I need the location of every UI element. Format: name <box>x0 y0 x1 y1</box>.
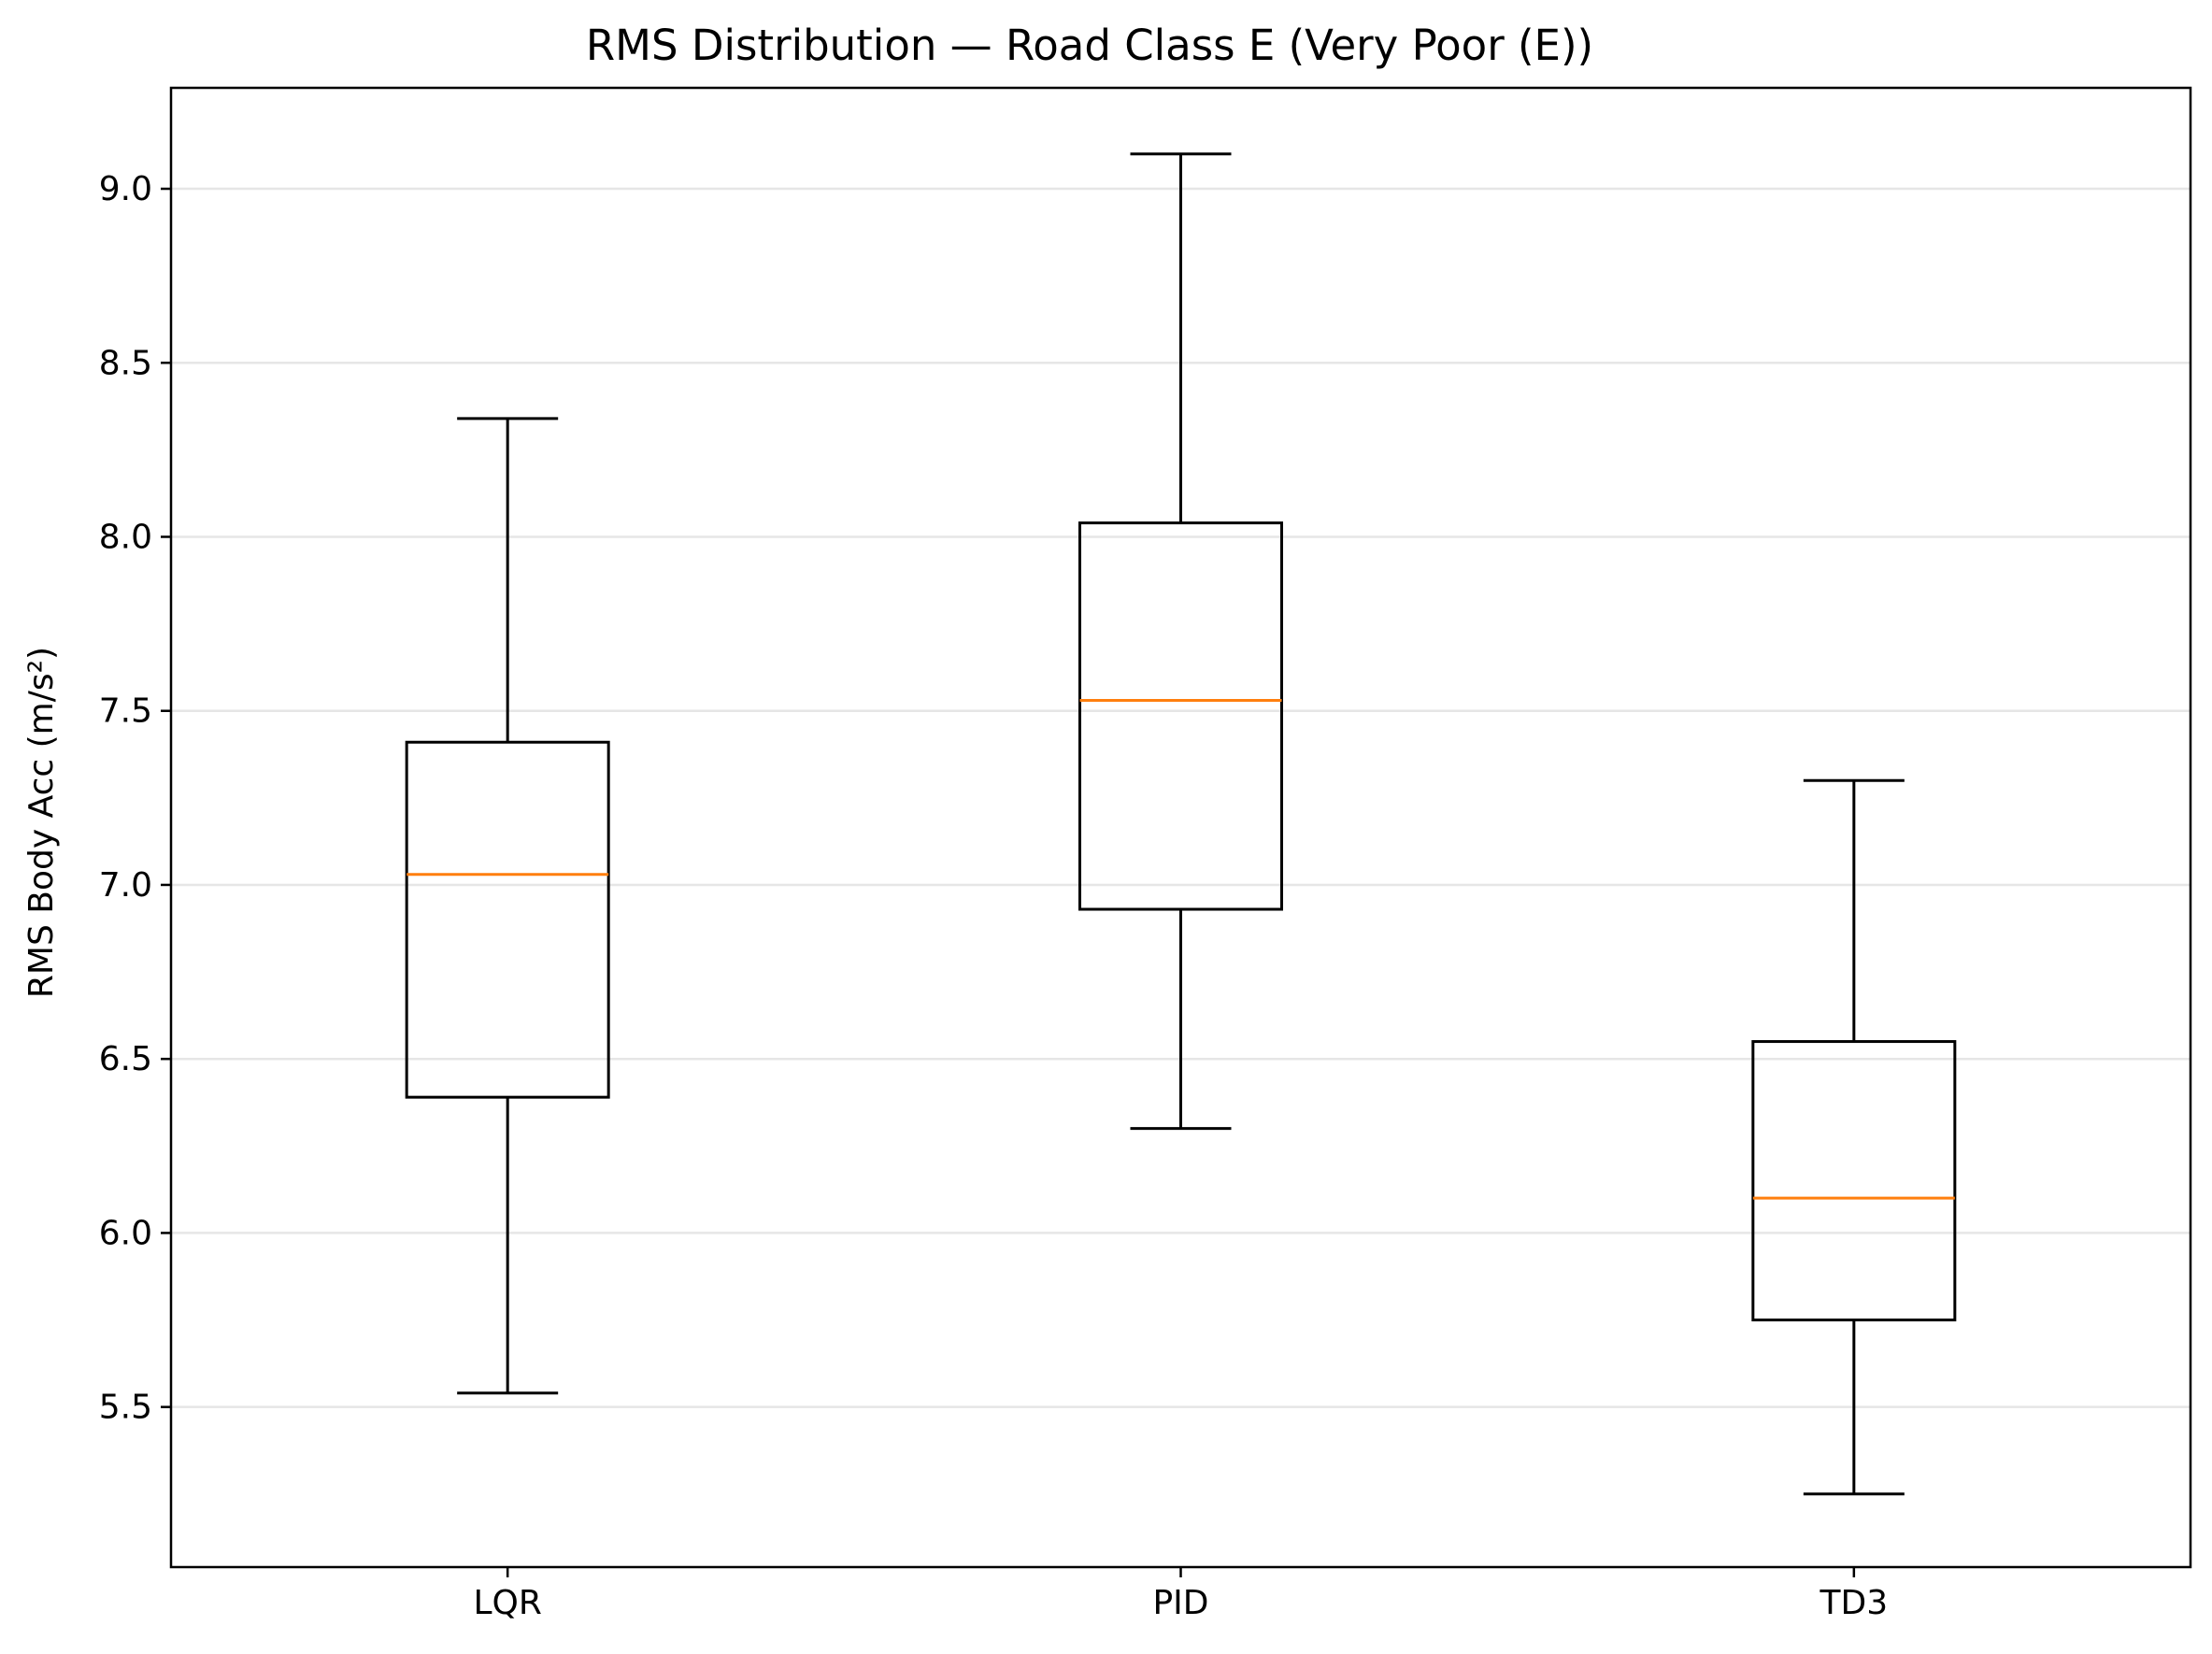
iqr-box <box>1078 521 1283 911</box>
y-tick-label: 6.0 <box>99 1214 152 1252</box>
y-axis-label: RMS Body Acc (m/s²) <box>22 647 61 998</box>
x-tick-label: PID <box>1152 1584 1208 1622</box>
box-layer <box>405 152 1957 1496</box>
box-lqr <box>405 417 610 1395</box>
y-tick-label: 8.5 <box>99 344 152 382</box>
box-pid <box>1078 152 1283 1131</box>
y-tick-label: 8.0 <box>99 518 152 556</box>
y-tick-label: 9.0 <box>99 170 152 208</box>
y-tick-label: 6.5 <box>99 1040 152 1078</box>
y-tick-label: 7.0 <box>99 866 152 905</box>
y-tick-label: 7.5 <box>99 692 152 731</box>
y-tick-label: 5.5 <box>99 1389 152 1427</box>
box-td3 <box>1751 778 1957 1496</box>
iqr-box <box>1751 1040 1957 1322</box>
y-axis-ticks: 5.5 6.0 6.5 7.0 7.5 8.0 8.5 9.0 <box>99 170 171 1427</box>
chart-title: RMS Distribution — Road Class E (Very Po… <box>586 21 1593 70</box>
x-axis-ticks: LQR PID TD3 <box>473 1567 1888 1622</box>
iqr-box <box>405 740 610 1099</box>
x-tick-label: LQR <box>473 1584 541 1622</box>
x-tick-label: TD3 <box>1820 1584 1889 1622</box>
